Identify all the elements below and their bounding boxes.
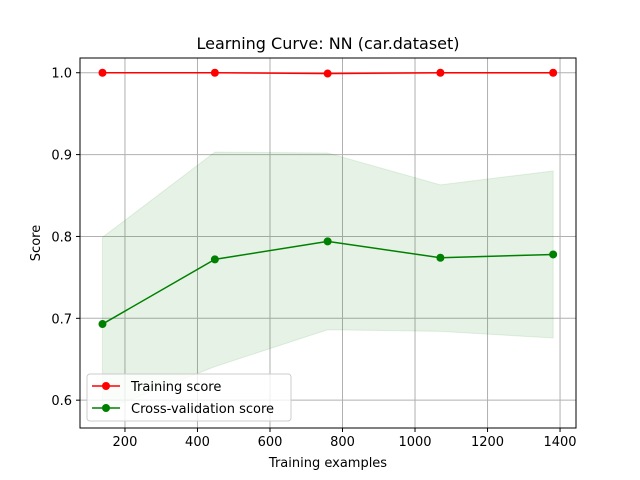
legend-box bbox=[86, 373, 292, 422]
legend: Training score Cross-validation score bbox=[86, 373, 292, 422]
data-point-cross-validation bbox=[549, 250, 558, 259]
x-tick-label: 1000 bbox=[398, 435, 431, 450]
x-tick-label: 1400 bbox=[543, 435, 576, 450]
y-tick-label: 0.7 bbox=[51, 312, 72, 327]
x-tick-label: 1200 bbox=[471, 435, 504, 450]
data-point-training bbox=[323, 69, 332, 78]
data-point-training bbox=[549, 68, 558, 77]
legend-marker-cv bbox=[102, 404, 110, 412]
data-point-training bbox=[436, 68, 445, 77]
data-point-cross-validation bbox=[436, 253, 445, 262]
x-tick-label: 400 bbox=[185, 435, 210, 450]
y-axis-ticks: 0.6 0.7 0.8 0.9 1.0 bbox=[51, 67, 80, 409]
data-point-cross-validation bbox=[323, 237, 332, 246]
legend-marker-training bbox=[102, 382, 110, 390]
data-point-training bbox=[210, 68, 219, 77]
y-tick-label: 0.8 bbox=[51, 230, 72, 245]
y-tick-label: 0.6 bbox=[51, 394, 72, 409]
series-markers bbox=[98, 68, 558, 329]
data-point-cross-validation bbox=[98, 320, 107, 329]
y-tick-label: 1.0 bbox=[51, 67, 72, 82]
data-point-cross-validation bbox=[210, 255, 219, 264]
x-axis-label: Training examples bbox=[268, 456, 387, 471]
legend-label-training: Training score bbox=[130, 380, 221, 395]
plot-frame bbox=[79, 57, 577, 429]
y-tick-label: 0.9 bbox=[51, 149, 72, 164]
y-axis-label: Score bbox=[29, 225, 44, 261]
x-tick-label: 600 bbox=[258, 435, 283, 450]
x-axis-ticks: 200 400 600 800 1000 1200 1400 bbox=[113, 428, 577, 450]
x-tick-label: 200 bbox=[113, 435, 138, 450]
x-tick-label: 800 bbox=[330, 435, 355, 450]
legend-label-cv: Cross-validation score bbox=[131, 402, 274, 417]
chart-title: Learning Curve: NN (car.dataset) bbox=[196, 34, 459, 53]
data-point-training bbox=[98, 68, 107, 77]
